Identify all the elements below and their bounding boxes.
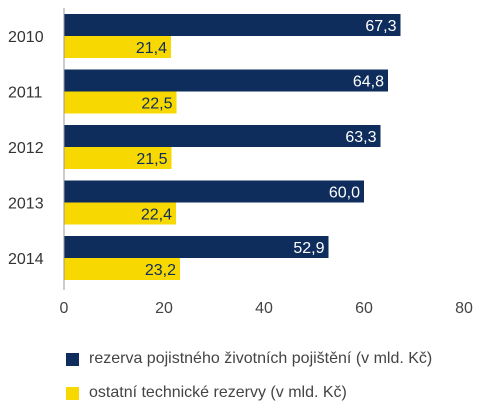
x-tick-label-40: 40 — [255, 300, 273, 317]
legend-label-other-technical-reserves: ostatní technické rezervy (v mld. Kč) — [89, 384, 347, 401]
bar-life-insurance-reserve-2010 — [64, 14, 401, 36]
legend-item-life-insurance-reserve: rezerva pojistného životních pojištění (… — [66, 350, 496, 368]
bar-life-insurance-reserve-2011 — [64, 69, 388, 92]
category-label-2012: 2012 — [8, 140, 44, 157]
bar-other-technical-reserves-2010 — [64, 36, 171, 58]
data-label-life-insurance-reserve-2011: 64,8 — [353, 74, 384, 91]
bar-life-insurance-reserve-2014 — [64, 236, 329, 258]
category-label-2010: 2010 — [8, 29, 44, 46]
data-label-life-insurance-reserve-2012: 63,3 — [345, 129, 376, 146]
legend-swatch-life-insurance-reserve — [66, 352, 79, 366]
x-tick-label-20: 20 — [155, 300, 173, 317]
data-label-other-technical-reserves-2012: 21,5 — [136, 151, 167, 168]
bar-other-technical-reserves-2011 — [64, 91, 177, 114]
data-label-life-insurance-reserve-2010: 67,3 — [365, 18, 396, 35]
x-tick-label-0: 0 — [60, 300, 69, 317]
bar-life-insurance-reserve-2013 — [64, 180, 364, 203]
bar-other-technical-reserves-2012 — [64, 147, 172, 169]
bar-life-insurance-reserve-2012 — [64, 125, 381, 147]
category-label-2011: 2011 — [8, 85, 43, 102]
data-label-other-technical-reserves-2011: 22,5 — [141, 96, 172, 113]
bar-other-technical-reserves-2014 — [64, 258, 180, 280]
bar-other-technical-reserves-2013 — [64, 202, 176, 225]
category-label-2013: 2013 — [8, 196, 44, 213]
legend-swatch-other-technical-reserves — [66, 386, 79, 400]
data-label-other-technical-reserves-2013: 22,4 — [141, 207, 172, 224]
x-tick-label-60: 60 — [355, 300, 373, 317]
data-label-other-technical-reserves-2014: 23,2 — [145, 262, 176, 279]
data-label-other-technical-reserves-2010: 21,4 — [136, 40, 167, 57]
bar-chart-plot: 2010 67,3 21,4 2011 64,8 22,5 2012 63,3 21,5 2013… — [8, 8, 473, 317]
category-label-2014: 2014 — [8, 251, 44, 268]
data-label-life-insurance-reserve-2013: 60,0 — [329, 185, 360, 202]
data-label-life-insurance-reserve-2014: 52,9 — [293, 240, 324, 257]
legend-label-life-insurance-reserve: rezerva pojistného životních pojištění (… — [89, 350, 433, 367]
legend-item-other-technical-reserves: ostatní technické rezervy (v mld. Kč) — [66, 384, 496, 402]
x-tick-label-80: 80 — [455, 300, 473, 317]
